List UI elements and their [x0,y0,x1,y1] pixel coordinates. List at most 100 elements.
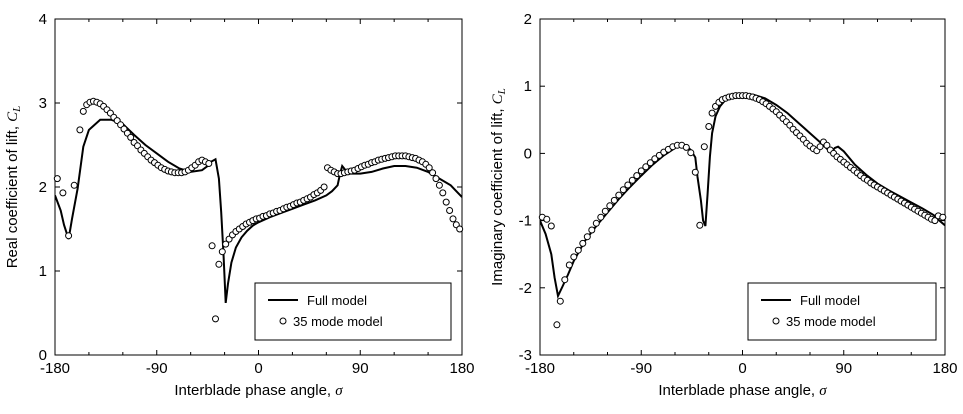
left-plot-area [53,97,464,323]
right-35-mode-point [633,172,641,180]
right-35-mode-point [547,222,555,230]
right-y-tick-label: 2 [524,11,532,28]
right-plot-area [538,92,947,329]
right-legend-marker-swatch [772,317,780,325]
right-x-tick-label: -90 [630,360,652,377]
left-legend-label-full-model: Full model [307,293,367,308]
right-y-axis-label: Imaginary coefficient of lift, CL [489,88,508,286]
left-y-axis-label: Real coefficient of lift, CL [4,106,23,269]
right-35-mode-point [637,167,645,175]
right-35-mode-point [651,155,659,163]
right-legend: Full model 35 mode model [747,282,937,341]
left-35-mode-point [456,225,464,233]
right-x-tick-label: 0 [738,360,746,377]
right-35-mode-point [939,213,947,221]
left-x-tick-label: -180 [40,360,70,377]
right-legend-label-full-model: Full model [800,293,860,308]
left-chart-panel: -180 -90 0 90 180 0 1 2 3 4 Interblade phase angl… [4,11,475,399]
right-y-tick-label: -2 [519,280,532,297]
left-full-model-line [55,118,462,304]
left-35-mode-point [65,232,73,240]
right-35-mode-point [597,213,605,221]
left-x-axis-label: Interblade phase angle, σ [174,382,343,399]
right-35-mode-point [606,202,614,210]
right-35-mode-point [642,163,650,171]
left-axis-ticks: -180 -90 0 90 180 0 1 2 3 4 [39,11,475,377]
right-35-mode-point [561,276,569,284]
right-y-tick-label: -1 [519,213,532,230]
right-35-mode-point [931,217,939,225]
right-35-mode-point [646,159,654,167]
left-35-mode-point [59,189,67,197]
left-legend-marker-swatch [279,317,287,325]
right-35-mode-point [543,215,551,223]
left-legend-box [254,282,452,341]
right-x-tick-label: -180 [525,360,555,377]
right-chart-panel: -180 -90 0 90 180 -3 -2 -1 0 1 2 Interblade phase … [489,11,958,399]
right-35-mode-point [615,191,623,199]
right-legend-box [747,282,937,341]
left-35-mode-point [79,107,87,115]
left-35-mode-point [449,215,457,223]
left-y-tick-label: 2 [39,179,47,196]
left-legend: Full model 35 mode model [254,282,452,341]
right-35-mode-point [556,297,564,305]
right-x-tick-label: 180 [932,360,957,377]
right-axis-ticks: -180 -90 0 90 180 -3 -2 -1 0 1 2 [519,11,958,377]
right-35-mode-point [687,149,695,157]
right-x-axis-label: Interblade phase angle, σ [658,382,827,399]
left-35-mode-point [215,260,223,268]
right-35-mode-point [691,168,699,176]
right-35-mode-point [628,176,636,184]
left-35-mode-point [446,207,454,214]
left-35-mode-point [76,126,84,134]
right-x-tick-label: 90 [835,360,852,377]
left-x-tick-label: -90 [146,360,168,377]
right-35-mode-point [553,321,561,329]
left-y-tick-label: 0 [39,347,47,364]
left-y-tick-label: 1 [39,263,47,280]
right-y-tick-label: -3 [519,347,532,364]
left-35-mode-point [70,181,78,189]
left-35-mode-point [53,175,61,183]
left-35-mode-point [439,189,447,197]
left-35-mode-point [320,183,328,191]
right-35-mode-point [705,123,713,130]
right-legend-label-35-mode-model: 35 mode model [786,314,876,329]
left-x-tick-label: 0 [254,360,262,377]
left-35-mode-point [425,164,433,172]
right-y-tick-label: 1 [524,78,532,95]
right-35-mode-point [700,143,708,151]
right-35-mode-point [682,143,690,151]
right-35-mode-point [823,141,831,149]
right-35-mode-point [583,233,591,241]
right-35-mode-point [610,196,618,204]
left-legend-label-35-mode-model: 35 mode model [293,314,383,329]
left-35-mode-point [205,160,213,167]
right-35-mode-point [696,221,704,229]
left-35-mode-point [442,198,450,206]
left-y-tick-label: 3 [39,95,47,112]
right-35-mode-point [619,186,627,194]
right-35-mode-point [592,219,600,227]
left-35-mode-point [218,248,226,256]
right-35-mode-point [565,261,573,269]
left-35-mode-point [208,242,216,250]
left-35-mode-point [222,240,230,248]
right-y-tick-label: 0 [524,145,532,162]
right-35-mode-point [570,253,578,261]
right-35-mode-point [624,181,632,189]
left-x-tick-label: 90 [352,360,369,377]
left-x-tick-label: 180 [449,360,474,377]
right-35-mode-point [816,143,824,151]
left-35-mode-point [435,181,443,189]
right-35-mode-point [601,207,609,215]
left-35-mode-point [127,133,135,141]
left-35-mode-point [432,175,440,183]
right-35-mode-point [579,239,587,247]
right-full-model-line [540,92,945,300]
left-35-mode-point [212,315,219,323]
right-35-mode-point [574,246,582,254]
left-y-tick-label: 4 [39,11,47,28]
